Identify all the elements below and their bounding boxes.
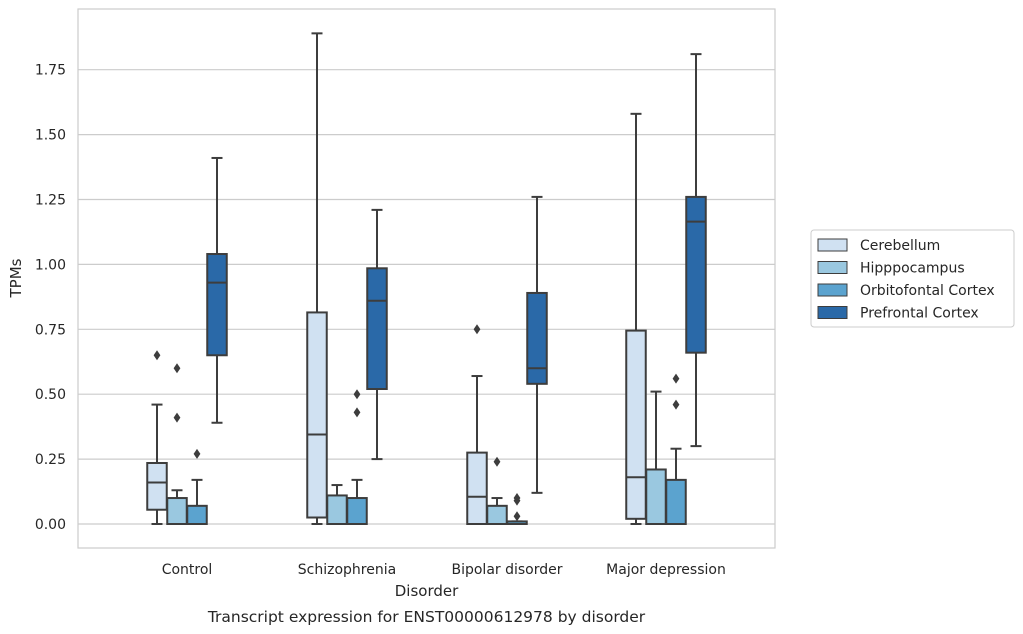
outlier-point [173, 363, 181, 374]
box-body [346, 497, 368, 526]
box-body [306, 311, 328, 519]
x-tick-label: Schizophrenia [298, 562, 396, 578]
legend-frame [810, 229, 1015, 328]
box-body [486, 504, 508, 526]
box-body [526, 291, 548, 385]
plot-frame [77, 8, 776, 549]
outlier-point [672, 373, 680, 384]
box-prefrontal-cortex [526, 195, 548, 494]
y-tick-label: 0.00 [35, 517, 66, 533]
legend-swatch [817, 238, 848, 252]
outlier-point [473, 324, 481, 335]
y-axis-label: TPMs [7, 258, 25, 298]
box-prefrontal-cortex [366, 208, 388, 461]
legend-swatch [817, 261, 848, 274]
box-hipppocampus [645, 390, 667, 526]
y-tick-label: 0.75 [35, 322, 66, 338]
box-hipppocampus [326, 484, 348, 525]
box-body [166, 497, 188, 526]
box-orbitofontal-cortex [506, 493, 528, 525]
box-prefrontal-cortex [685, 53, 707, 448]
y-tick-label: 1.75 [35, 63, 66, 79]
box-orbitofontal-cortex [186, 448, 208, 526]
legend-swatch [817, 306, 848, 319]
y-tick-labels: 0.00 0.25 0.50 0.75 1.00 1.25 1.50 1.75 [35, 63, 66, 533]
box-body [665, 478, 687, 526]
grid-lines [78, 69, 775, 525]
outlier-point [513, 511, 521, 522]
box-body [625, 329, 647, 520]
box-body [466, 451, 488, 525]
box-hipppocampus [166, 363, 188, 526]
x-axis-label: Disorder [395, 582, 459, 600]
y-tick-label: 0.25 [35, 452, 66, 468]
box-body [645, 468, 667, 526]
y-tick-label: 1.25 [35, 193, 66, 209]
legend: Cerebellum Hipppocampus Orbitofontal Corte… [810, 229, 1015, 328]
box-body [206, 253, 228, 357]
box-body [146, 461, 168, 511]
y-tick-label: 1.50 [35, 128, 66, 144]
box-orbitofontal-cortex [665, 373, 687, 526]
x-tick-label: Major depression [606, 562, 726, 578]
legend-swatch [817, 283, 848, 297]
box-body [326, 494, 348, 525]
box-cerebellum [146, 350, 168, 525]
y-tick-label: 0.50 [35, 387, 66, 403]
box-body [186, 504, 208, 526]
box-cerebellum [306, 32, 328, 525]
outlier-point [493, 456, 501, 467]
outlier-point [353, 407, 361, 418]
box-cerebellum [466, 324, 488, 525]
box-hipppocampus [486, 456, 508, 526]
outlier-point [672, 399, 680, 410]
outlier-point [353, 389, 361, 400]
box-prefrontal-cortex [206, 156, 228, 424]
box-cerebellum [625, 112, 647, 525]
box-body [685, 195, 707, 354]
boxes [146, 32, 707, 526]
outlier-point [513, 493, 521, 504]
legend-label: Orbitofontal Cortex [860, 283, 995, 299]
x-tick-labels: Control Schizophrenia Bipolar disorder Majo… [162, 562, 726, 578]
legend-label: Prefrontal Cortex [860, 306, 979, 322]
outlier-point [173, 412, 181, 423]
y-tick-label: 1.00 [35, 257, 66, 273]
x-tick-label: Bipolar disorder [451, 562, 562, 578]
box-orbitofontal-cortex [346, 389, 368, 526]
legend-label: Cerebellum [860, 238, 940, 254]
legend-label: Hipppocampus [860, 261, 965, 277]
box-body [366, 267, 388, 391]
chart-caption: Transcript expression for ENST0000061297… [207, 608, 646, 626]
x-tick-label: Control [162, 562, 213, 578]
outlier-point [153, 350, 161, 361]
outlier-point [193, 448, 201, 459]
